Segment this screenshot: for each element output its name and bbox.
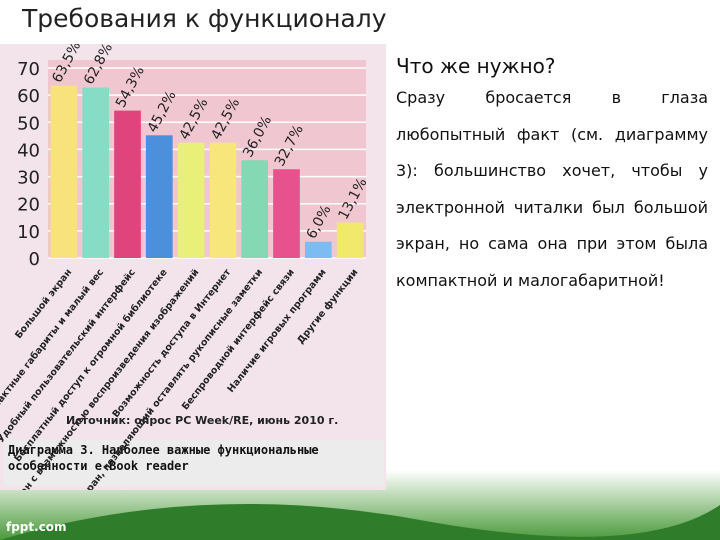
bar — [145, 135, 173, 258]
bar — [82, 87, 110, 258]
y-tick-label: 20 — [17, 195, 40, 216]
y-tick-label: 10 — [17, 222, 40, 243]
bar — [50, 85, 78, 258]
bar — [177, 142, 205, 258]
bar — [304, 241, 332, 258]
slide-title: Требования к функционалу — [22, 4, 387, 33]
paragraph: Сразу бросается в глаза любопытный факт … — [396, 88, 708, 290]
chart-caption: Диаграмма 3. Наиболее важные функциональ… — [8, 443, 319, 473]
y-tick-label: 70 — [17, 59, 40, 80]
heading: Что же нужно? — [396, 54, 556, 78]
bar — [114, 110, 141, 258]
bar — [209, 142, 237, 258]
y-tick-label: 60 — [17, 86, 40, 107]
y-tick-label: 40 — [17, 140, 40, 161]
footer-wave — [0, 504, 720, 540]
bar — [273, 169, 300, 258]
caption-box — [4, 440, 384, 486]
y-tick-label: 0 — [29, 249, 40, 270]
y-tick-label: 30 — [17, 168, 40, 189]
y-tick-label: 50 — [17, 113, 40, 134]
bar — [241, 160, 269, 258]
chart: Источник: опрос PC Week/RE, июнь 2010 г.… — [0, 44, 386, 490]
footer: fppt.com — [6, 520, 67, 534]
bar — [336, 222, 364, 258]
chart-source: Источник: опрос PC Week/RE, июнь 2010 г. — [66, 414, 338, 427]
